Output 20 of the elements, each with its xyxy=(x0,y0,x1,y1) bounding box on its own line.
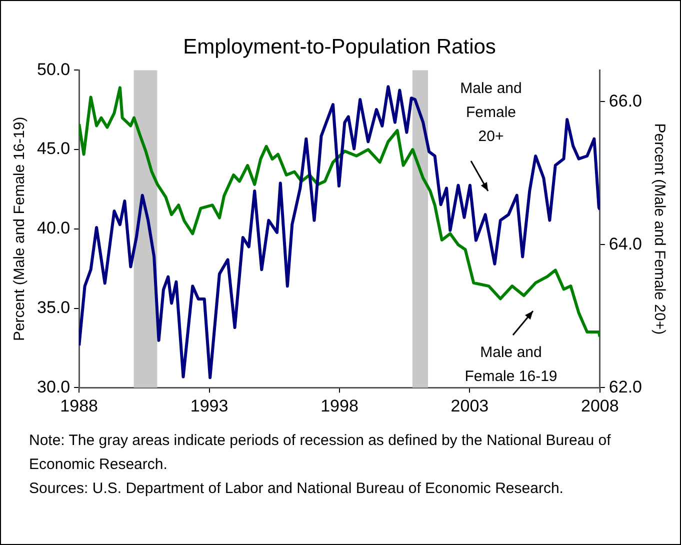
series-label: Male and Female 20+ xyxy=(460,80,522,146)
x-tick-label: 2008 xyxy=(581,396,619,416)
y2-tick-label: 66.0 xyxy=(608,91,642,110)
y-tick-label: 30.0 xyxy=(36,377,70,396)
source-note: Sources: U.S. Department of Labor and National Bureau of Economic Research. xyxy=(29,479,564,499)
x-tick-label: 1998 xyxy=(320,396,358,416)
x-tick-label: 1993 xyxy=(190,396,228,416)
y-tick-label: 50.0 xyxy=(36,60,70,79)
y2-tick-label: 64.0 xyxy=(608,234,642,254)
y-axis-title: Percent (Male and Female 16-19) xyxy=(11,116,28,342)
y2-tick-label: 62.0 xyxy=(608,377,642,396)
y-tick-label: 35.0 xyxy=(36,298,70,317)
y-tick-label: 40.0 xyxy=(36,218,70,238)
text: Note: The gray areas indicate periods of recession as defined by the National Bureau of Economic Research. xyxy=(29,431,612,475)
x-tick-label: 1988 xyxy=(60,396,98,416)
x-tick-label: 2003 xyxy=(450,396,489,416)
y-tick-label: 45.0 xyxy=(36,139,70,158)
chart-title: Employment-to-Population Ratios xyxy=(183,35,496,58)
text: Male and Female 16-19 xyxy=(464,344,558,386)
y2-axis-title: Percent (Male and Female 20+) xyxy=(650,123,668,335)
